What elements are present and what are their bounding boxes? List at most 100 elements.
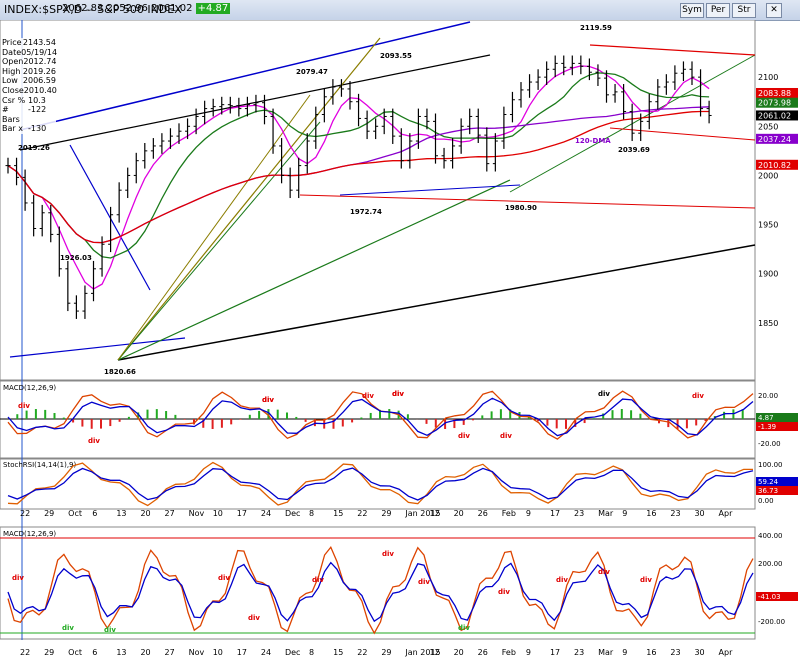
trend-line [339,184,521,196]
stochrsi-value: 36.73 [758,487,778,495]
macd-signal-line [7,397,754,437]
daily-x-tick: 15 [333,509,343,518]
macd-hourly-y-tick: 400.00 [758,532,783,540]
price-label-bg [756,87,798,98]
hourly-x-tick: 23 [670,648,680,657]
macd-hourly-div-note: div [556,576,568,584]
hourly-x-tick: 6 [92,648,97,657]
hourly-x-tick: 29 [381,648,391,657]
data-window-label: Bar x [2,124,23,134]
annotations: 2019.26 1926.03 1820.66 2079.47 2093.55 1972.… [18,24,650,376]
stochrsi-title: StochRSI(14,14(1),9) [3,461,76,469]
macd-hourly-value-bg [756,592,798,601]
trend-line [589,44,756,56]
price-label-bg [756,110,798,121]
macd-hourly-div-note: div [104,626,116,634]
daily-x-tick: 17 [550,509,560,518]
data-window-value: -122 [28,105,47,115]
stochrsi-d-line [7,467,754,501]
hourly-x-tick: 22 [357,648,367,657]
price-label: 2010.82 [758,161,791,170]
data-window-label: Price [2,38,22,47]
daily-x-tick: 10 [213,509,223,518]
macd-y-tick: -20.00 [758,440,781,448]
hourly-x-tick: Mar [598,648,614,657]
data-window-label: High [2,66,21,76]
trend-line [19,21,471,131]
price-annotation: 2119.59 [580,24,612,32]
readout-o: 2062.83 [62,3,104,14]
macd-hourly-div-note: div [598,568,610,576]
macd-hourly-signal-line [7,561,754,623]
price-label: 2073.98 [758,99,791,108]
hourly-x-tick: Apr [719,648,734,657]
symbol-button[interactable]: Sym [680,3,704,18]
daily-x-tick: 20 [140,509,150,518]
hourly-x-tick: 20 [454,648,464,657]
price-panel [0,20,756,381]
trend-line [117,121,321,361]
macd-div-note: div [262,396,274,404]
stochrsi-value-bg [756,486,798,495]
macd-div-note: div [18,402,30,410]
price-label: 2083.88 [758,89,791,98]
daily-x-tick: 27 [165,509,175,518]
macd-div-note: div [458,432,470,440]
macd-hourly-div-note: div [458,624,470,632]
macd-value-bg [756,413,798,422]
data-window-row: # Bars -122 [2,105,56,124]
macd-hourly-div-note: div [418,578,430,586]
macd-hourly-value: -41.03 [758,593,781,601]
macd-hourly-div-note: div [248,614,260,622]
period-button[interactable]: Per [706,3,730,18]
hourly-x-tick: 30 [694,648,704,657]
data-window-row: Open 2012.74 [2,57,56,67]
macd-div-note: div [692,392,704,400]
data-window-value: 2143.54 [22,38,56,47]
data-window-row: Date 05/19/14 [2,48,57,58]
daily-x-tick: Nov [189,509,205,518]
data-window-row: Price 2143.54 [2,38,56,48]
close-icon[interactable]: ✕ [766,3,782,18]
macd-hourly-div-note: div [62,624,74,632]
data-window-label: Low [2,76,18,86]
daily-x-tick: 16 [646,509,656,518]
daily-x-tick: 22 [20,509,30,518]
data-window-row: Csr % 10.3 [2,96,56,106]
window-title: INDEX:$SPX,D -- S&P 500 INDEX [4,3,182,16]
study-button[interactable]: Str [732,3,756,18]
hourly-x-tick: 23 [574,648,584,657]
hourly-x-tick: 9 [526,648,531,657]
ma-10-line [7,72,710,259]
hourly-x-tick: 29 [44,648,54,657]
daily-x-tick: 23 [670,509,680,518]
hourly-x-tick: 8 [309,648,314,657]
daily-x-tick: Jan 2015 [404,509,440,518]
macd-value: -1.39 [758,423,776,431]
data-window-label: # Bars [2,105,20,124]
hourly-x-tick: 16 [646,648,656,657]
macd-value: 4.87 [758,414,774,422]
daily-x-tick: 30 [694,509,704,518]
daily-x-tick: Mar [598,509,614,518]
trend-line [19,54,491,151]
price-annotation: 2039.69 [618,146,650,154]
hourly-x-tick: 24 [261,648,271,657]
hourly-x-tick: 17 [550,648,560,657]
price-y-tick: 2100 [758,73,778,82]
hourly-x-tick: Dec [285,648,300,657]
chart-frame [0,20,756,640]
price-y-tick: 2050 [758,122,778,131]
trend-line [117,179,511,361]
data-window-row: High 2019.26 [2,67,56,77]
ohlc-readout: 2062.83 2052.96 2061.02 +4.87 [62,3,231,14]
daily-x-tick: Oct [68,509,82,518]
stochrsi-k-line [7,461,753,507]
macd-div-note: div [362,392,374,400]
trend-line [117,244,756,361]
readout-h: 2052.96 [106,3,148,14]
price-y-tick: 1950 [758,221,778,230]
hourly-x-tick: 22 [20,648,30,657]
data-window-row: Close 2010.40 [2,86,57,96]
stochrsi-y-tick: 100.00 [758,461,783,469]
